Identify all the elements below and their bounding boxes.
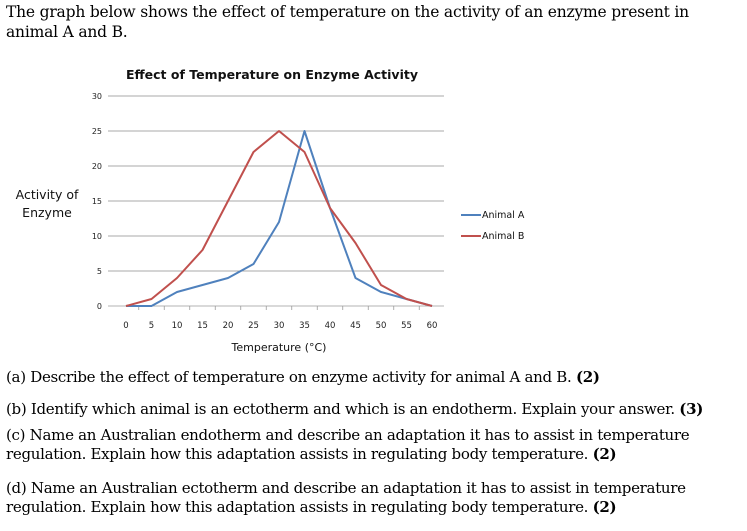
x-tick-labels: 0 5 10 15 20 25 30 35 40 45 50 55 60 <box>123 321 437 331</box>
x-tick-label-5: 5 <box>149 321 154 331</box>
x-tick-label-60: 60 <box>427 321 438 331</box>
x-tick-label-45: 45 <box>350 321 361 331</box>
grid-lines <box>108 95 444 307</box>
y-tick-label-20: 20 <box>92 162 102 171</box>
y-tick-label-15: 15 <box>92 197 102 206</box>
y-axis-label-line1: Activity of <box>16 187 79 202</box>
enzyme-activity-chart: Effect of Temperature on Enzyme Activity… <box>16 67 525 354</box>
question-a-text: (a) Describe the effect of temperature o… <box>6 368 572 386</box>
x-ticks <box>138 306 420 310</box>
y-tick-labels: 0 5 10 15 20 25 30 <box>92 92 102 311</box>
series-line-animal-a <box>126 130 433 307</box>
x-axis-label: Temperature (°C) <box>231 341 327 354</box>
x-tick-label-15: 15 <box>197 321 208 331</box>
question-a-marks: (2) <box>575 368 600 386</box>
series-line-animal-b <box>125 130 433 307</box>
x-tick-label-55: 55 <box>401 321 412 331</box>
question-c: (c) Name an Australian endotherm and des… <box>6 426 744 464</box>
x-tick-label-30: 30 <box>274 321 285 331</box>
y-tick-label-0: 0 <box>97 302 102 311</box>
y-tick-label-30: 30 <box>92 92 102 101</box>
question-b: (b) Identify which animal is an ectother… <box>6 400 744 419</box>
question-d: (d) Name an Australian ectotherm and des… <box>6 479 744 517</box>
question-d-text: (d) Name an Australian ectotherm and des… <box>6 479 686 516</box>
y-tick-label-25: 25 <box>92 127 102 136</box>
y-tick-label-5: 5 <box>97 267 102 276</box>
y-tick-label-10: 10 <box>92 232 102 241</box>
x-tick-label-40: 40 <box>325 321 336 331</box>
y-axis-label-line2: Enzyme <box>22 205 72 220</box>
question-a: (a) Describe the effect of temperature o… <box>6 368 744 387</box>
x-tick-label-10: 10 <box>172 321 183 331</box>
x-tick-label-35: 35 <box>299 321 310 331</box>
question-b-text: (b) Identify which animal is an ectother… <box>6 400 675 418</box>
x-tick-label-50: 50 <box>376 321 387 331</box>
question-c-text: (c) Name an Australian endotherm and des… <box>6 426 690 463</box>
x-tick-label-20: 20 <box>223 321 234 331</box>
question-c-marks: (2) <box>592 445 617 463</box>
intro-text: The graph below shows the effect of temp… <box>6 3 689 41</box>
chart-title: Effect of Temperature on Enzyme Activity <box>126 67 418 82</box>
question-d-marks: (2) <box>592 498 617 516</box>
series-lines <box>125 130 433 307</box>
x-tick-label-0: 0 <box>123 321 128 331</box>
x-tick-label-25: 25 <box>248 321 259 331</box>
legend: Animal A Animal B <box>461 210 525 242</box>
question-b-marks: (3) <box>679 400 704 418</box>
legend-label-animal-b: Animal B <box>482 231 524 242</box>
legend-label-animal-a: Animal A <box>482 210 525 221</box>
